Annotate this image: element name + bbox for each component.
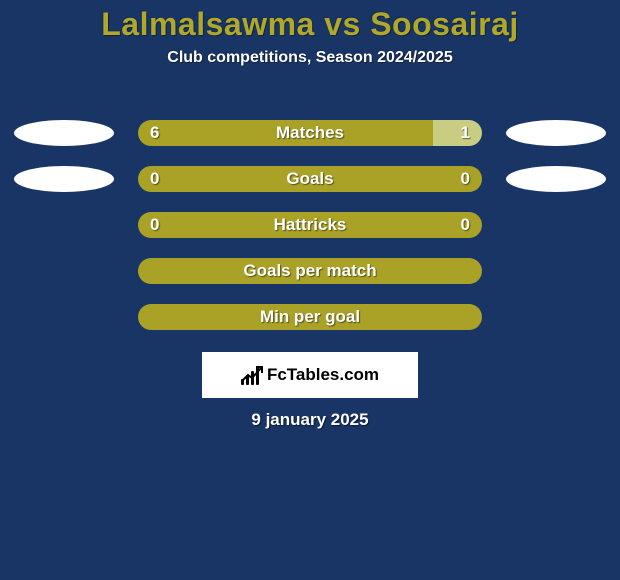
stat-label: Goals — [138, 166, 482, 192]
stat-bar: Goals per match — [138, 258, 482, 284]
stat-row: Goals per match — [0, 258, 620, 284]
stat-value-right: 1 — [461, 120, 470, 146]
stat-rows: Matches61Goals00Hattricks00Goals per mat… — [0, 120, 620, 350]
stat-row: Matches6 1 — [0, 120, 620, 146]
logo-bar — [246, 375, 249, 385]
subtitle: Club competitions, Season 2024/2025 — [0, 49, 620, 67]
stat-label: Goals per match — [138, 258, 482, 284]
flag-ellipse-right — [506, 120, 606, 146]
stat-value-left: 0 — [150, 166, 159, 192]
stat-bar: Min per goal — [138, 304, 482, 330]
flag-ellipse-left — [14, 166, 114, 192]
stat-label: Matches — [138, 120, 482, 146]
logo-bar — [256, 367, 259, 385]
flag-ellipse-right — [506, 166, 606, 192]
stat-label: Min per goal — [138, 304, 482, 330]
stat-bar: Hattricks0 0 — [138, 212, 482, 238]
stat-bar: Matches6 1 — [138, 120, 482, 146]
stat-value-left: 0 — [150, 212, 159, 238]
logo-bar — [241, 379, 244, 385]
barchart-icon — [241, 365, 261, 385]
stat-row: Hattricks0 0 — [0, 212, 620, 238]
stat-row: Min per goal — [0, 304, 620, 330]
flag-ellipse-left — [14, 120, 114, 146]
date-label: 9 january 2025 — [0, 410, 620, 430]
stat-label: Hattricks — [138, 212, 482, 238]
stat-bar: Goals0 0 — [138, 166, 482, 192]
logo-box: FcTables.com — [202, 352, 418, 398]
logo-text: FcTables.com — [267, 365, 379, 385]
comparison-card: Lalmalsawma vs Soosairaj Club competitio… — [0, 0, 620, 580]
stat-row: Goals0 0 — [0, 166, 620, 192]
stat-value-left: 6 — [150, 120, 159, 146]
logo-bar — [251, 371, 254, 385]
stat-value-right: 0 — [461, 166, 470, 192]
page-title: Lalmalsawma vs Soosairaj — [0, 0, 620, 43]
stat-value-right: 0 — [461, 212, 470, 238]
